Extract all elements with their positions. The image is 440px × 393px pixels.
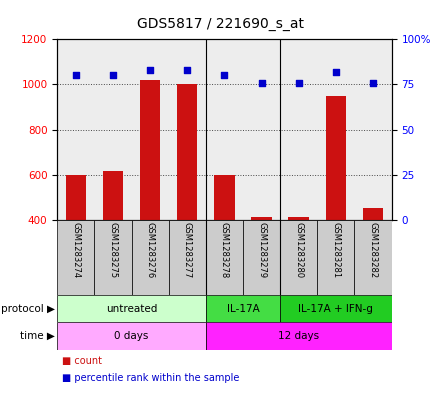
Bar (214, 175, 235, 220)
Point (295, 79, 302, 86)
Bar (317, 39, 355, 220)
Text: ■ percentile rank within the sample: ■ percentile rank within the sample (62, 373, 239, 383)
Text: GSM1283277: GSM1283277 (183, 222, 192, 279)
Bar (57, 322, 206, 350)
Text: IL-17A: IL-17A (227, 303, 259, 314)
Point (221, 72, 228, 79)
Text: time ▶: time ▶ (20, 331, 55, 341)
Bar (280, 39, 317, 220)
Text: untreated: untreated (106, 303, 157, 314)
Text: ■ count: ■ count (62, 356, 102, 366)
Bar (177, 84, 198, 220)
Text: GSM1283279: GSM1283279 (257, 222, 266, 279)
Point (332, 69, 339, 75)
Bar (206, 220, 243, 295)
Bar (251, 217, 272, 220)
Point (147, 67, 154, 73)
Bar (132, 39, 169, 220)
Bar (206, 39, 243, 220)
Point (258, 79, 265, 86)
Point (72, 72, 79, 79)
Bar (169, 39, 206, 220)
Bar (206, 322, 392, 350)
Bar (363, 208, 383, 220)
Bar (280, 295, 392, 322)
Text: GSM1283282: GSM1283282 (369, 222, 378, 279)
Point (184, 67, 191, 73)
Bar (355, 220, 392, 295)
Bar (66, 175, 86, 220)
Point (370, 79, 377, 86)
Text: 12 days: 12 days (278, 331, 319, 341)
Text: GSM1283276: GSM1283276 (146, 222, 154, 279)
Bar (289, 217, 309, 220)
Bar (355, 39, 392, 220)
Bar (103, 171, 123, 220)
Point (110, 72, 117, 79)
Text: GSM1283275: GSM1283275 (108, 222, 117, 279)
Text: protocol ▶: protocol ▶ (1, 303, 55, 314)
Bar (57, 39, 94, 220)
Bar (169, 220, 206, 295)
Bar (57, 220, 94, 295)
Bar (94, 39, 132, 220)
Bar (140, 80, 160, 220)
Text: GSM1283281: GSM1283281 (331, 222, 341, 279)
Bar (132, 220, 169, 295)
Bar (206, 295, 280, 322)
Bar (326, 96, 346, 220)
Text: IL-17A + IFN-g: IL-17A + IFN-g (298, 303, 373, 314)
Bar (317, 220, 355, 295)
Bar (280, 220, 317, 295)
Text: GDS5817 / 221690_s_at: GDS5817 / 221690_s_at (136, 17, 304, 31)
Text: GSM1283280: GSM1283280 (294, 222, 303, 279)
Text: 0 days: 0 days (114, 331, 149, 341)
Bar (94, 220, 132, 295)
Bar (243, 39, 280, 220)
Text: GSM1283274: GSM1283274 (71, 222, 80, 279)
Bar (243, 220, 280, 295)
Bar (57, 295, 206, 322)
Text: GSM1283278: GSM1283278 (220, 222, 229, 279)
